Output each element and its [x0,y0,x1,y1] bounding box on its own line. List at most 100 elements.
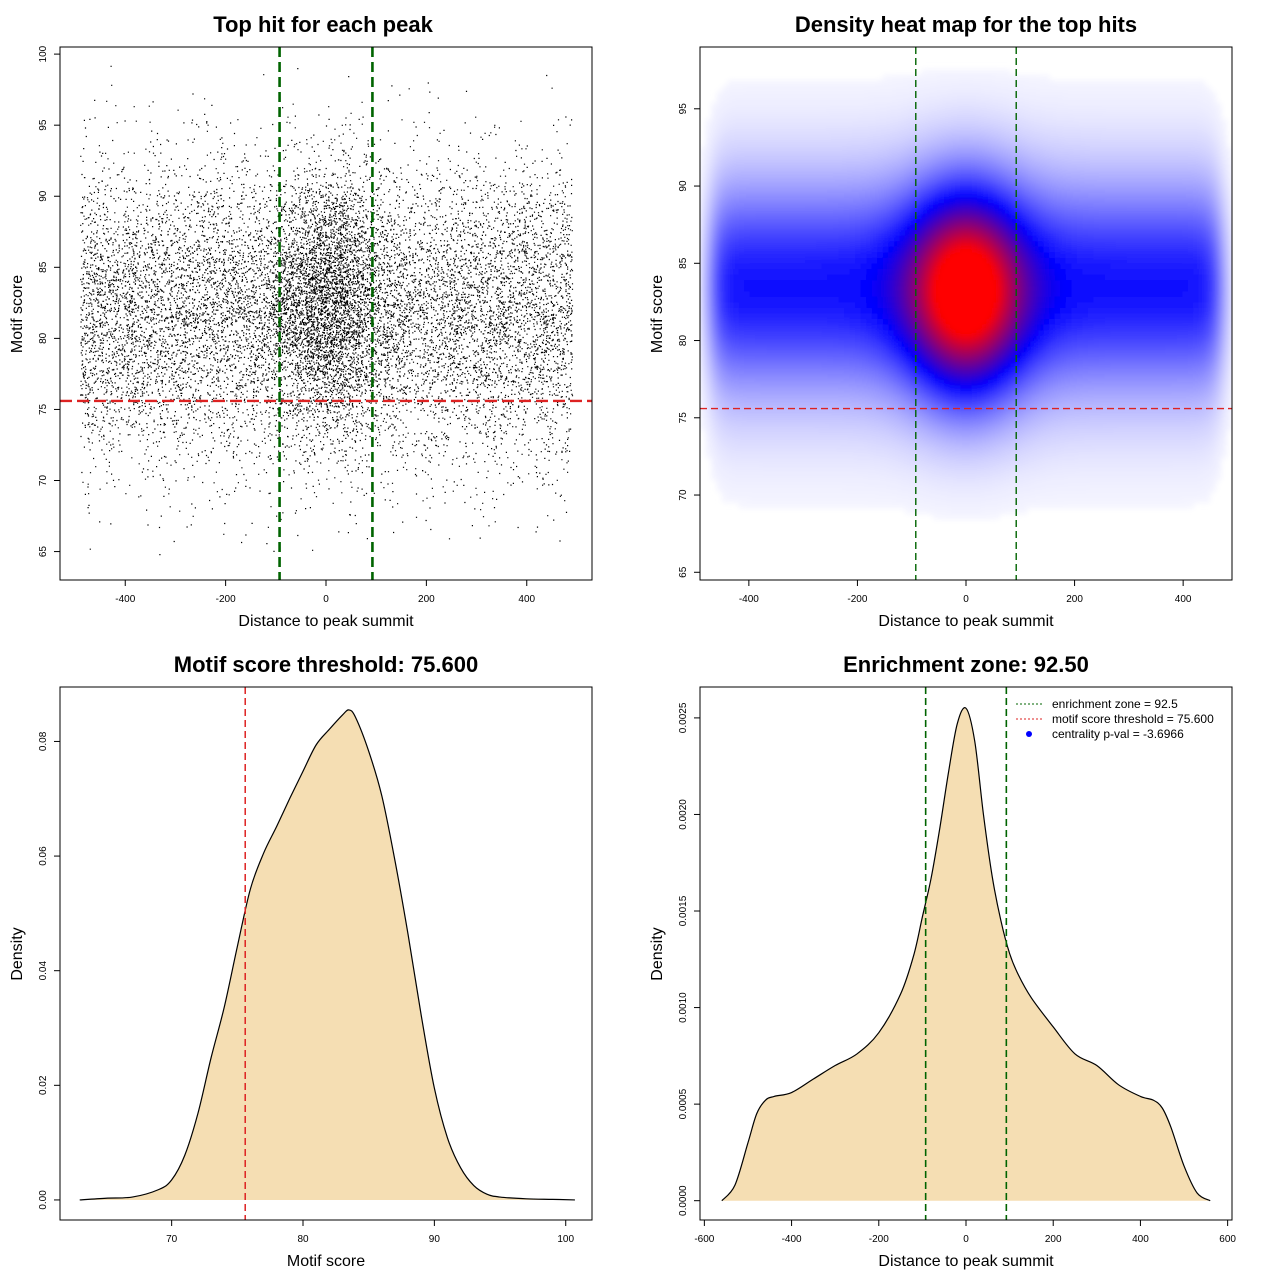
heatmap-cell [921,91,928,98]
heatmap-cell [816,424,823,431]
heatmap-cell [877,85,884,93]
heatmap-cell [882,163,890,170]
heatmap-cell [1026,430,1034,437]
heatmap-cell [977,357,984,365]
heatmap-cell [783,280,790,287]
heatmap-cell [838,85,845,93]
heatmap-cell [749,246,757,254]
heatmap-cell [716,219,723,226]
heatmap-cell [749,446,757,453]
heatmap-cell [777,102,784,109]
heatmap-cell [949,385,956,392]
heatmap-cell [916,185,923,192]
heatmap-cell [1004,369,1011,376]
heatmap-cell [1021,380,1028,387]
heatmap-cell [888,502,895,509]
heatmap-cell [783,135,790,142]
heatmap-cell [783,330,790,337]
heatmap-cell [877,391,884,398]
heatmap-cell [1015,96,1023,104]
heatmap-cell [1038,491,1045,498]
heatmap-cell [954,430,962,437]
heatmap-cell [866,452,873,459]
heatmap-cell [816,135,823,142]
heatmap-cell [1010,135,1017,142]
heatmap-cell [860,346,867,353]
heatmap-cell [700,324,707,331]
heatmap-cell [871,91,878,98]
heatmap-cell [982,502,989,509]
heatmap-cell [844,208,851,215]
heatmap-cell [794,213,801,220]
heatmap-cell [921,319,928,326]
heatmap-cell [921,446,928,453]
heatmap-cell [949,119,956,126]
heatmap-cell [954,302,962,309]
heatmap-cell [766,396,773,403]
heatmap-cell [993,263,1000,270]
heatmap-cell [893,113,901,120]
heatmap-cell [893,235,901,242]
heatmap-cell [910,452,917,459]
heatmap-cell [849,324,856,331]
heatmap-cell [760,246,768,254]
heatmap-cell [1043,468,1050,476]
heatmap-cell [805,385,812,392]
heatmap-cell [982,435,989,442]
heatmap-cell [733,246,740,254]
heatmap-cell [910,374,917,381]
heatmap-cell [888,396,895,403]
heatmap-cell [988,202,995,209]
heatmap-cell [871,202,878,209]
heatmap-cell [749,141,757,148]
heatmap-cell [916,307,923,315]
heatmap-cell [772,341,779,348]
heatmap-cell [1015,452,1023,459]
heatmap-cell [949,380,956,387]
heatmap-cell [1010,313,1017,320]
heatmap-cell [1010,418,1017,426]
heatmap-cell [766,130,773,137]
heatmap-cell [999,480,1006,487]
heatmap-cell [877,341,884,348]
heatmap-cell [821,380,829,387]
heatmap-cell [744,146,751,154]
heatmap-cell [755,174,762,181]
heatmap-cell [772,430,779,437]
heatmap-cell [1004,158,1011,165]
heatmap-cell [866,474,873,481]
heatmap-cell [921,291,928,298]
heatmap-cell [921,213,928,220]
heatmap-cell [866,391,873,398]
heatmap-cell [821,385,829,392]
heatmap-cell [1038,324,1045,331]
heatmap-cell [777,374,784,381]
heatmap-cell [927,430,934,437]
heatmap-cell [910,180,917,187]
heatmap-cell [954,180,962,187]
heatmap-cell [860,185,867,192]
heatmap-cell [816,491,823,498]
heatmap-cell [760,224,768,231]
heatmap-cell [960,113,967,120]
heatmap-cell [893,302,901,309]
heatmap-cell [700,213,707,220]
heatmap-cell [916,296,923,303]
heatmap-cell [910,108,917,115]
heatmap-cell [727,174,734,181]
heatmap-cell [755,441,762,448]
heatmap-cell [827,230,834,237]
heatmap-cell [727,285,734,292]
heatmap-cell [916,346,923,353]
heatmap-cell [794,146,801,154]
heatmap-cell [716,474,723,481]
heatmap-cell [766,158,773,165]
heatmap-cell [844,285,851,292]
heatmap-cell [821,413,829,420]
heatmap-cell [799,119,806,126]
heatmap-cell [760,185,768,192]
heatmap-cell [1038,146,1045,154]
heatmap-cell [827,246,834,254]
heatmap-cell [827,174,834,181]
heatmap-cell [949,435,956,442]
